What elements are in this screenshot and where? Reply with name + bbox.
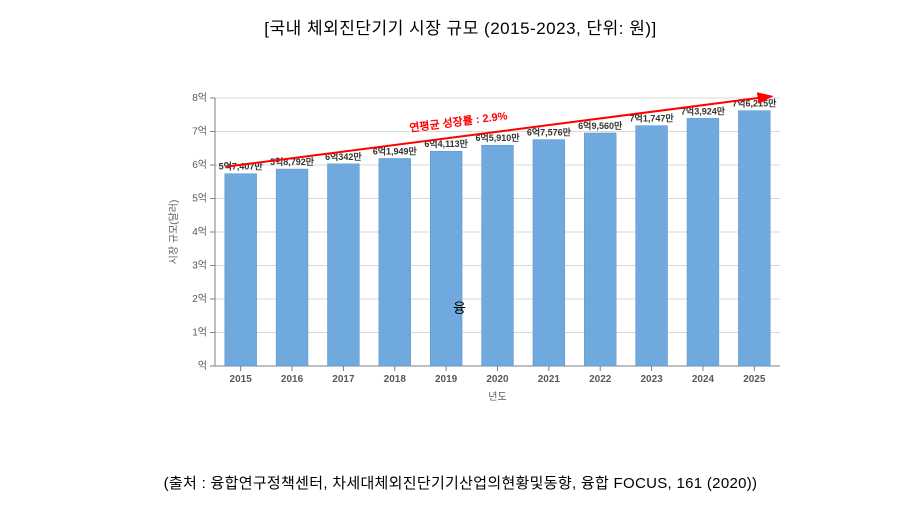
x-tick-label: 2018 [384, 374, 407, 385]
bar [276, 169, 308, 366]
bar-value-label: 6억7,576만 [527, 127, 572, 138]
bar [738, 111, 770, 366]
y-tick-label: 1억 [192, 327, 207, 339]
bar [482, 145, 514, 366]
x-tick-label: 2020 [486, 374, 509, 385]
market-size-chart: 억1억2억3억4억5억6억7억8억5억7,407만20155억8,792만201… [155, 78, 795, 418]
stray-glyph: 융 [453, 298, 466, 318]
y-tick-label: 4억 [192, 226, 207, 238]
x-tick-label: 2015 [230, 374, 253, 385]
trend-label: 연평균 성장률 : 2.9% [409, 108, 509, 135]
y-tick-label: 억 [198, 360, 207, 372]
x-axis-label: 년도 [488, 391, 506, 403]
x-tick-label: 2021 [538, 374, 561, 385]
bar [430, 151, 462, 366]
page-title: [국내 체외진단기기 시장 규모 (2015-2023, 단위: 원)] [0, 0, 921, 39]
x-tick-label: 2025 [743, 374, 766, 385]
x-tick-label: 2023 [640, 374, 663, 385]
x-tick-label: 2019 [435, 374, 458, 385]
y-tick-label: 8억 [192, 92, 207, 104]
x-tick-label: 2022 [589, 374, 612, 385]
bar [584, 133, 616, 366]
x-tick-label: 2017 [332, 374, 355, 385]
y-tick-label: 2억 [192, 293, 207, 305]
bar [636, 126, 668, 366]
bar [225, 174, 257, 366]
y-tick-label: 5억 [192, 193, 207, 205]
bar [533, 140, 565, 366]
y-axis-label: 시장 규모(달러) [168, 200, 180, 265]
y-tick-label: 6억 [192, 159, 207, 171]
chart-svg: 억1억2억3억4억5억6억7억8억5억7,407만20155억8,792만201… [155, 78, 795, 418]
y-tick-label: 3억 [192, 260, 207, 272]
bar [687, 118, 719, 366]
y-tick-label: 7억 [192, 126, 207, 138]
bar-value-label: 6억9,560만 [578, 120, 623, 131]
source-citation: (출처 : 융합연구정책센터, 차세대체외진단기기산업의현황및동향, 융합 FO… [0, 472, 921, 493]
bar [327, 164, 359, 366]
x-tick-label: 2024 [692, 374, 715, 385]
x-tick-label: 2016 [281, 374, 304, 385]
bar [379, 158, 411, 366]
